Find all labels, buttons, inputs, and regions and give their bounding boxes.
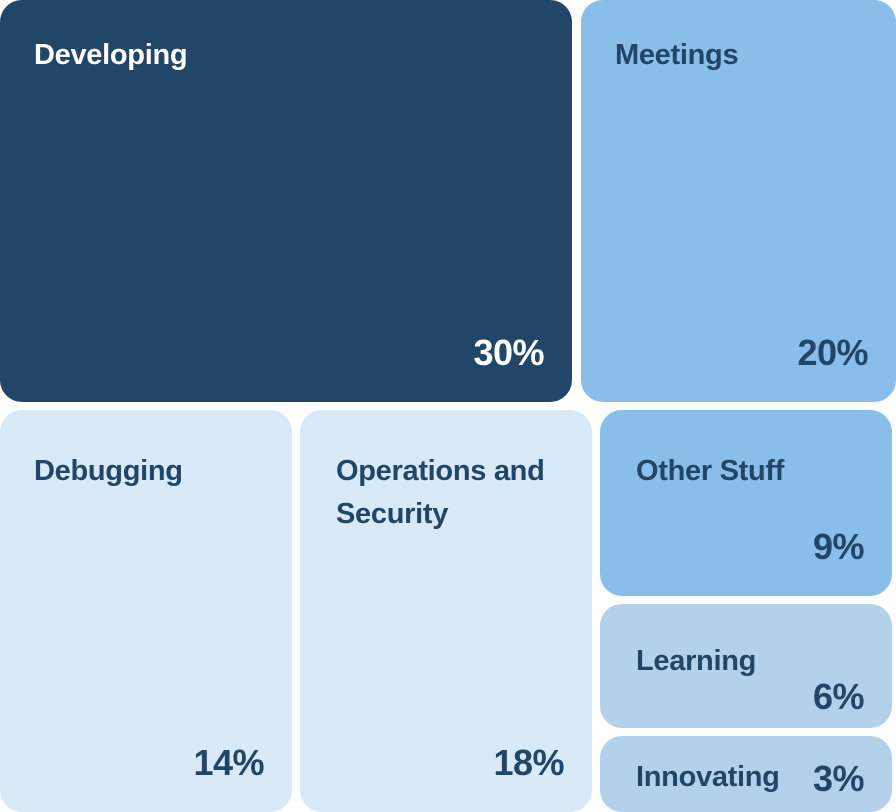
cell-label: Meetings (615, 39, 739, 71)
treemap-cell-developing: Developing 30% (0, 0, 572, 402)
cell-value: 18% (493, 742, 564, 783)
treemap-cell-learning: Learning 6% (600, 604, 892, 728)
cell-label: Other Stuff (636, 455, 785, 487)
cell-label: Innovating (636, 761, 780, 793)
treemap-cell-operations-and-security: Operations and Security 18% (300, 410, 592, 812)
cell-label: Operations and Security (336, 455, 545, 530)
treemap-cell-innovating: Innovating 3% (600, 736, 892, 812)
cell-value: 6% (812, 676, 865, 717)
treemap-cell-other-stuff: Other Stuff 9% (600, 410, 892, 596)
cell-label: Learning (636, 645, 757, 677)
cell-value: 3% (812, 758, 865, 799)
cell-label: Debugging (34, 455, 183, 487)
treemap-cell-debugging: Debugging 14% (0, 410, 292, 812)
treemap-cell-meetings: Meetings 20% (581, 0, 896, 402)
cell-value: 30% (473, 332, 544, 373)
cell-value: 9% (812, 526, 865, 567)
cell-value: 20% (797, 332, 868, 373)
cell-value: 14% (193, 742, 264, 783)
cell-label: Developing (34, 39, 188, 71)
